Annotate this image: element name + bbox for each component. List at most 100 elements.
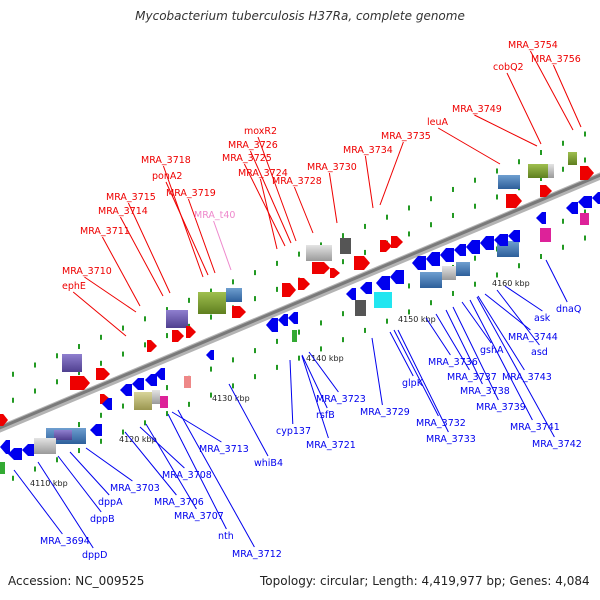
feature-block[interactable] bbox=[34, 438, 56, 454]
reverse-gene-arrow[interactable] bbox=[132, 378, 144, 390]
feature-block[interactable] bbox=[152, 390, 160, 404]
gene-label[interactable]: ask bbox=[534, 313, 551, 324]
feature-block[interactable] bbox=[498, 175, 520, 189]
feature-block[interactable] bbox=[0, 462, 5, 474]
gene-label[interactable]: cyp137 bbox=[276, 426, 311, 437]
gene-label[interactable]: MRA_3741 bbox=[510, 422, 560, 433]
gene-label[interactable]: rsfB bbox=[316, 410, 335, 421]
reverse-gene-arrow[interactable] bbox=[566, 202, 578, 214]
reverse-gene-arrow[interactable] bbox=[494, 234, 508, 246]
feature-block[interactable] bbox=[198, 292, 226, 314]
forward-gene-arrow[interactable] bbox=[330, 268, 340, 278]
reverse-gene-arrow[interactable] bbox=[8, 448, 22, 460]
feature-block[interactable] bbox=[226, 288, 242, 302]
feature-block[interactable] bbox=[442, 266, 456, 280]
gene-label[interactable]: MRA_3694 bbox=[40, 536, 90, 547]
gene-label[interactable]: leuA bbox=[427, 117, 449, 128]
gene-label[interactable]: MRA_3738 bbox=[460, 386, 510, 397]
reverse-gene-arrow[interactable] bbox=[466, 240, 480, 254]
reverse-gene-arrow[interactable] bbox=[536, 212, 546, 224]
gene-label[interactable]: glpK bbox=[402, 378, 424, 389]
reverse-gene-arrow[interactable] bbox=[206, 350, 214, 360]
forward-gene-arrow[interactable] bbox=[354, 256, 370, 270]
forward-gene-arrow[interactable] bbox=[100, 394, 110, 404]
gene-label[interactable]: ephE bbox=[62, 281, 86, 292]
gene-label[interactable]: dppB bbox=[90, 514, 115, 525]
reverse-gene-arrow[interactable] bbox=[288, 312, 298, 324]
gene-label[interactable]: MRA_3708 bbox=[162, 470, 212, 481]
forward-gene-arrow[interactable] bbox=[172, 330, 184, 342]
feature-block[interactable] bbox=[160, 396, 168, 408]
gene-label[interactable]: MRA_3714 bbox=[98, 206, 148, 217]
reverse-gene-arrow[interactable] bbox=[145, 374, 157, 386]
gene-arrows[interactable] bbox=[0, 166, 600, 460]
feature-block[interactable] bbox=[355, 300, 366, 316]
gene-label[interactable]: MRA_3707 bbox=[174, 511, 224, 522]
feature-block[interactable] bbox=[134, 392, 152, 410]
feature-block[interactable] bbox=[340, 238, 351, 254]
gene-label[interactable]: ponA2 bbox=[152, 171, 182, 182]
gene-label[interactable]: asd bbox=[531, 347, 548, 358]
feature-block[interactable] bbox=[306, 245, 332, 261]
gene-label[interactable]: MRA_3735 bbox=[381, 131, 431, 142]
gene-label[interactable]: dppA bbox=[98, 497, 123, 508]
gene-label[interactable]: MRA_3706 bbox=[154, 497, 204, 508]
gene-label[interactable]: MRA_3734 bbox=[343, 145, 393, 156]
gene-label[interactable]: MRA_3742 bbox=[532, 439, 582, 450]
gene-label[interactable]: whiB4 bbox=[254, 458, 283, 469]
feature-block[interactable] bbox=[540, 228, 551, 242]
feature-block[interactable] bbox=[166, 310, 188, 328]
feature-block[interactable] bbox=[420, 272, 442, 288]
gene-label[interactable]: gshA bbox=[480, 345, 504, 356]
gene-label[interactable]: MRA_3711 bbox=[80, 226, 130, 237]
gene-label[interactable]: MRA_3718 bbox=[141, 155, 191, 166]
reverse-gene-arrow[interactable] bbox=[0, 440, 10, 454]
gene-label[interactable]: MRA_3728 bbox=[272, 176, 322, 187]
feature-block[interactable] bbox=[528, 164, 548, 178]
feature-block[interactable] bbox=[548, 164, 554, 178]
gene-label[interactable]: MRA_3723 bbox=[316, 394, 366, 405]
reverse-gene-arrow[interactable] bbox=[22, 444, 34, 456]
gene-label[interactable]: MRA_3730 bbox=[307, 162, 357, 173]
gene-label[interactable]: MRA_3732 bbox=[416, 418, 466, 429]
gene-label[interactable]: MRA_3743 bbox=[502, 372, 552, 383]
feature-block[interactable] bbox=[374, 292, 392, 308]
reverse-gene-arrow[interactable] bbox=[90, 424, 102, 436]
gene-label[interactable]: dnaQ bbox=[556, 304, 581, 315]
gene-label[interactable]: MRA_3703 bbox=[110, 483, 160, 494]
forward-gene-arrow[interactable] bbox=[186, 326, 196, 338]
feature-block[interactable] bbox=[184, 376, 191, 388]
reverse-gene-arrow[interactable] bbox=[508, 230, 520, 242]
forward-gene-arrow[interactable] bbox=[0, 414, 8, 426]
gene-label[interactable]: MRA_3749 bbox=[452, 104, 502, 115]
reverse-gene-arrow[interactable] bbox=[102, 398, 112, 410]
feature-block[interactable] bbox=[62, 354, 82, 372]
reverse-gene-arrow[interactable] bbox=[480, 236, 494, 250]
gene-label[interactable]: MRA_3756 bbox=[531, 54, 581, 65]
gene-label[interactable]: MRA_3719 bbox=[166, 188, 216, 199]
forward-gene-arrow[interactable] bbox=[540, 185, 552, 197]
forward-gene-arrow[interactable] bbox=[380, 240, 392, 252]
gene-label[interactable]: MRA_3754 bbox=[508, 40, 558, 51]
forward-gene-arrow[interactable] bbox=[96, 368, 110, 380]
reverse-gene-arrow[interactable] bbox=[155, 368, 165, 380]
gene-label[interactable]: nth bbox=[218, 531, 234, 542]
reverse-gene-arrow[interactable] bbox=[346, 288, 356, 300]
forward-gene-arrow[interactable] bbox=[232, 306, 246, 318]
gene-labels[interactable]: ephE MRA_3710 MRA_3711 MRA_3714 MRA_3715 MRA_… bbox=[13, 40, 582, 561]
gene-label[interactable]: MRA_3737 bbox=[447, 372, 497, 383]
gene-label[interactable]: dppD bbox=[82, 550, 107, 561]
gene-label[interactable]: MRA_3729 bbox=[360, 407, 410, 418]
feature-block[interactable] bbox=[568, 152, 577, 165]
gene-label[interactable]: MRA_3744 bbox=[508, 332, 558, 343]
reverse-gene-arrow[interactable] bbox=[266, 318, 278, 332]
feature-block[interactable] bbox=[292, 330, 297, 342]
forward-gene-arrow[interactable] bbox=[147, 340, 157, 352]
reverse-gene-arrow[interactable] bbox=[440, 248, 454, 262]
forward-gene-arrow[interactable] bbox=[506, 194, 522, 208]
feature-block[interactable] bbox=[54, 430, 72, 440]
reverse-gene-arrow[interactable] bbox=[578, 196, 592, 208]
forward-gene-arrow[interactable] bbox=[298, 278, 310, 290]
gene-label[interactable]: MRA_3726 bbox=[228, 140, 278, 151]
